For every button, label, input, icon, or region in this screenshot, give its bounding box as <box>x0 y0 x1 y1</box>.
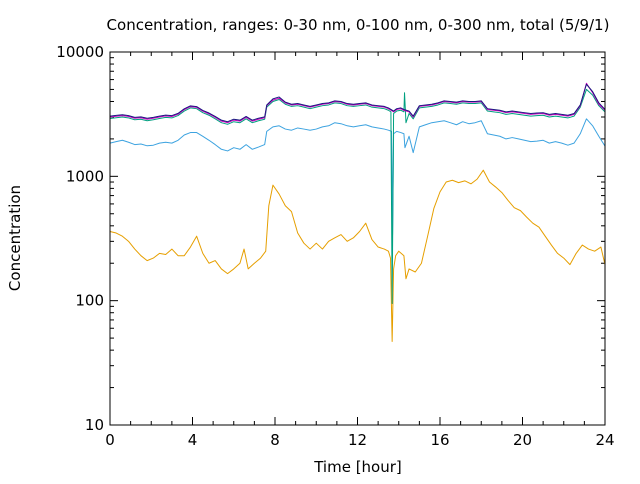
series-lines <box>109 82 606 342</box>
x-tick-label: 20 <box>513 431 532 449</box>
chart-title: Concentration, ranges: 0-30 nm, 0-100 nm… <box>107 16 610 34</box>
x-tick-label: 0 <box>105 431 115 449</box>
y-tick-label: 100 <box>75 292 104 310</box>
series-line-2 <box>109 118 606 236</box>
x-tick-label: 4 <box>188 431 198 449</box>
y-axis-label: Concentration <box>6 185 24 291</box>
x-tick-label: 24 <box>595 431 614 449</box>
x-tick-label: 8 <box>270 431 280 449</box>
y-tick-label: 10000 <box>56 43 104 61</box>
y-tick-label: 10 <box>85 416 104 434</box>
series-line-4 <box>109 82 606 124</box>
series-line-3 <box>109 88 606 304</box>
x-tick-label: 16 <box>430 431 449 449</box>
series-line-5 <box>109 83 606 123</box>
y-tick-label: 1000 <box>66 167 104 185</box>
x-tick-label: 12 <box>348 431 367 449</box>
plot-frame <box>109 51 606 426</box>
x-axis-label: Time [hour] <box>313 458 402 476</box>
axis-ticks: 0 4 8 12 16 20 24 10 100 1000 10000 <box>56 43 614 449</box>
series-line-1 <box>109 169 606 342</box>
